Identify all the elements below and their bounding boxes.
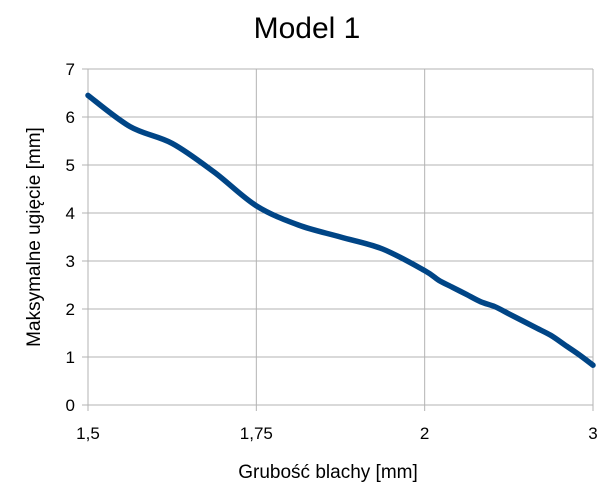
series-layer [85, 92, 596, 368]
x-tick-label: 1,5 [76, 424, 100, 443]
tick-labels: 0 1 2 3 4 5 6 7 1,5 1,75 2 3 [66, 60, 598, 443]
y-tick-label: 2 [66, 300, 75, 319]
y-tick-label: 5 [66, 156, 75, 175]
grid-lines [87, 68, 594, 406]
y-axis-title: Maksymalne ugięcie [mm] [24, 127, 45, 347]
x-tick-label: 2 [420, 424, 429, 443]
y-tick-label: 7 [66, 60, 75, 79]
x-axis-title: Grubość blachy [mm] [238, 462, 418, 483]
y-tick-label: 0 [66, 396, 75, 415]
x-tick-label: 1,75 [240, 424, 273, 443]
axes [82, 68, 594, 411]
y-tick-label: 6 [66, 108, 75, 127]
y-tick-label: 4 [66, 204, 75, 223]
series-line [85, 92, 596, 368]
y-tick-label: 1 [66, 348, 75, 367]
x-tick-label: 3 [588, 424, 597, 443]
chart-title: Model 1 [254, 12, 361, 45]
y-tick-label: 3 [66, 252, 75, 271]
